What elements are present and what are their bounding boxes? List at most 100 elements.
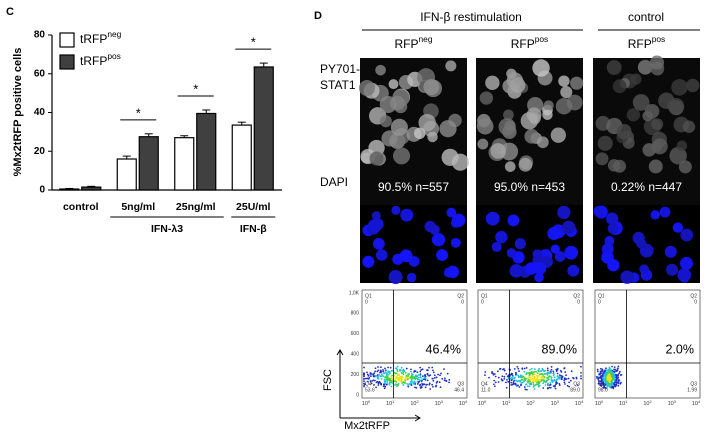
flow-x-tick-label-base: 10: [551, 401, 557, 407]
flow-event: [419, 373, 422, 376]
flow-percent: 2.0%: [666, 342, 695, 356]
flow-event: [363, 377, 365, 380]
flow-event: [419, 374, 422, 377]
flow-event: [420, 368, 423, 371]
cell: [485, 75, 500, 91]
flow-x-tick-label: 103: [551, 400, 559, 407]
flow-event: [554, 379, 557, 382]
flow-event: [615, 379, 618, 382]
flow-event: [369, 380, 372, 382]
flow-event: [505, 386, 508, 389]
cell: [476, 117, 494, 135]
flow-event: [498, 368, 501, 370]
flow-event: [568, 385, 571, 388]
flow-event: [603, 386, 606, 389]
flow-event: [538, 382, 541, 385]
flow-event: [612, 375, 615, 378]
nucleus: [604, 235, 615, 246]
cell: [682, 120, 696, 133]
cell: [558, 75, 570, 87]
cell: [524, 129, 540, 144]
flow-x-tick-label-base: 10: [526, 401, 532, 407]
nucleus: [639, 264, 650, 275]
flow-event: [374, 375, 377, 378]
flow-event: [431, 383, 434, 386]
flow-event: [532, 383, 535, 386]
flow-event: [402, 371, 405, 374]
column-header: control: [628, 10, 664, 24]
cell: [498, 118, 516, 136]
x-tick-label: control: [63, 201, 99, 213]
flow-event: [409, 382, 411, 385]
cell: [649, 55, 665, 70]
legend-label-base: tRFP: [80, 54, 107, 68]
flow-x-tick-label: 103: [435, 400, 443, 407]
flow-event: [532, 376, 535, 379]
flow-event: [556, 367, 559, 370]
flow-event: [539, 376, 542, 379]
flow-percent: 46.4%: [426, 342, 461, 356]
flow-x-tick-label-sup: 0: [601, 400, 603, 404]
flow-event: [380, 370, 383, 373]
flow-event: [378, 380, 381, 383]
flow-x-tick-label: 100: [478, 400, 486, 407]
flow-event: [411, 381, 413, 384]
flow-event: [421, 368, 424, 371]
flow-event: [492, 383, 495, 386]
flow-x-tick-label-sup: 4: [581, 400, 584, 404]
flow-event: [383, 384, 386, 386]
flow-event: [521, 376, 524, 379]
panel-label: D: [314, 10, 322, 22]
cell: [648, 159, 663, 174]
flow-event: [519, 379, 521, 382]
flow-event: [421, 384, 424, 386]
cell: [427, 131, 438, 143]
flow-event: [515, 371, 517, 374]
flow-event: [441, 377, 444, 380]
group-label: IFN-λ3: [151, 223, 183, 235]
quadrant-value: 0: [481, 299, 484, 305]
flow-event: [549, 370, 552, 373]
flow-event: [531, 375, 533, 378]
flow-event: [558, 382, 561, 385]
flow-event: [529, 376, 532, 379]
flow-event: [546, 387, 549, 389]
flow-event: [608, 366, 611, 369]
flow-event: [611, 385, 614, 388]
flow-event: [493, 379, 496, 382]
flow-event: [416, 383, 419, 385]
flow-event: [521, 381, 524, 384]
flow-event: [422, 375, 424, 378]
flow-event: [419, 370, 422, 373]
nucleus: [605, 212, 619, 225]
flow-event: [612, 382, 615, 385]
flow-event: [602, 381, 605, 384]
flow-event: [607, 368, 610, 371]
flow-event: [555, 383, 557, 386]
flow-event: [563, 377, 566, 380]
flow-event: [555, 368, 558, 371]
quadrant-name: Q4: [481, 381, 488, 387]
nucleus: [632, 231, 645, 245]
flow-event: [520, 379, 523, 381]
flow-event: [382, 385, 385, 388]
flow-event: [437, 373, 440, 376]
flow-event: [394, 372, 397, 375]
flow-event: [402, 373, 405, 376]
flow-event: [366, 371, 368, 374]
flow-x-tick-label-sup: 1: [392, 400, 394, 404]
cell: [632, 94, 650, 111]
flow-event: [528, 374, 531, 376]
quadrant-name: Q1: [598, 293, 605, 299]
nucleus: [534, 272, 544, 283]
flow-event: [604, 372, 607, 375]
flow-event: [543, 373, 546, 375]
flow-event: [523, 370, 526, 373]
flow-event: [387, 373, 390, 376]
nucleus: [666, 263, 679, 276]
nucleus: [550, 244, 560, 254]
flow-event: [383, 378, 386, 381]
flow-x-tick-label-base: 10: [619, 401, 625, 407]
flow-x-tick-label: 103: [668, 400, 676, 407]
